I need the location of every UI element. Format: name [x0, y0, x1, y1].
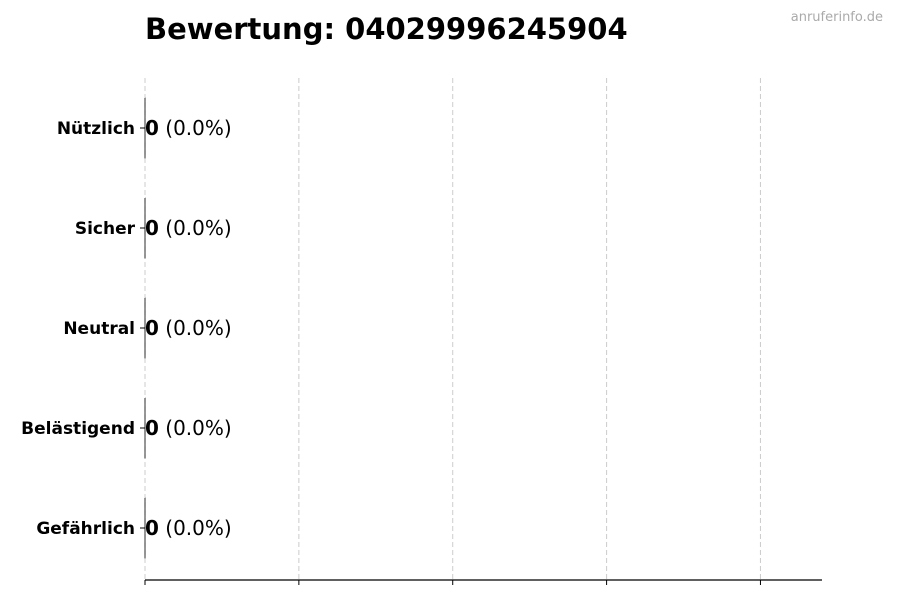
data-label: 0 (0.0%)	[145, 516, 232, 540]
y-tick-label: Sicher	[75, 219, 136, 239]
data-label-value: 0	[145, 216, 159, 240]
data-label: 0 (0.0%)	[145, 216, 232, 240]
y-tick-label: Neutral	[63, 319, 135, 339]
y-tick-label: Nützlich	[57, 119, 135, 139]
data-label-percent: (0.0%)	[159, 416, 232, 440]
data-label-value: 0	[145, 316, 159, 340]
data-label-value: 0	[145, 416, 159, 440]
data-label: 0 (0.0%)	[145, 116, 232, 140]
data-label: 0 (0.0%)	[145, 316, 232, 340]
data-label-value: 0	[145, 116, 159, 140]
data-label-value: 0	[145, 516, 159, 540]
chart-title: Bewertung: 04029996245904	[145, 12, 628, 46]
y-tick-label: Gefährlich	[36, 519, 135, 539]
y-tick-label: Belästigend	[21, 419, 135, 439]
data-label: 0 (0.0%)	[145, 416, 232, 440]
data-label-percent: (0.0%)	[159, 116, 232, 140]
watermark: anruferinfo.de	[790, 10, 883, 25]
data-label-percent: (0.0%)	[159, 316, 232, 340]
data-label-percent: (0.0%)	[159, 516, 232, 540]
data-label-percent: (0.0%)	[159, 216, 232, 240]
